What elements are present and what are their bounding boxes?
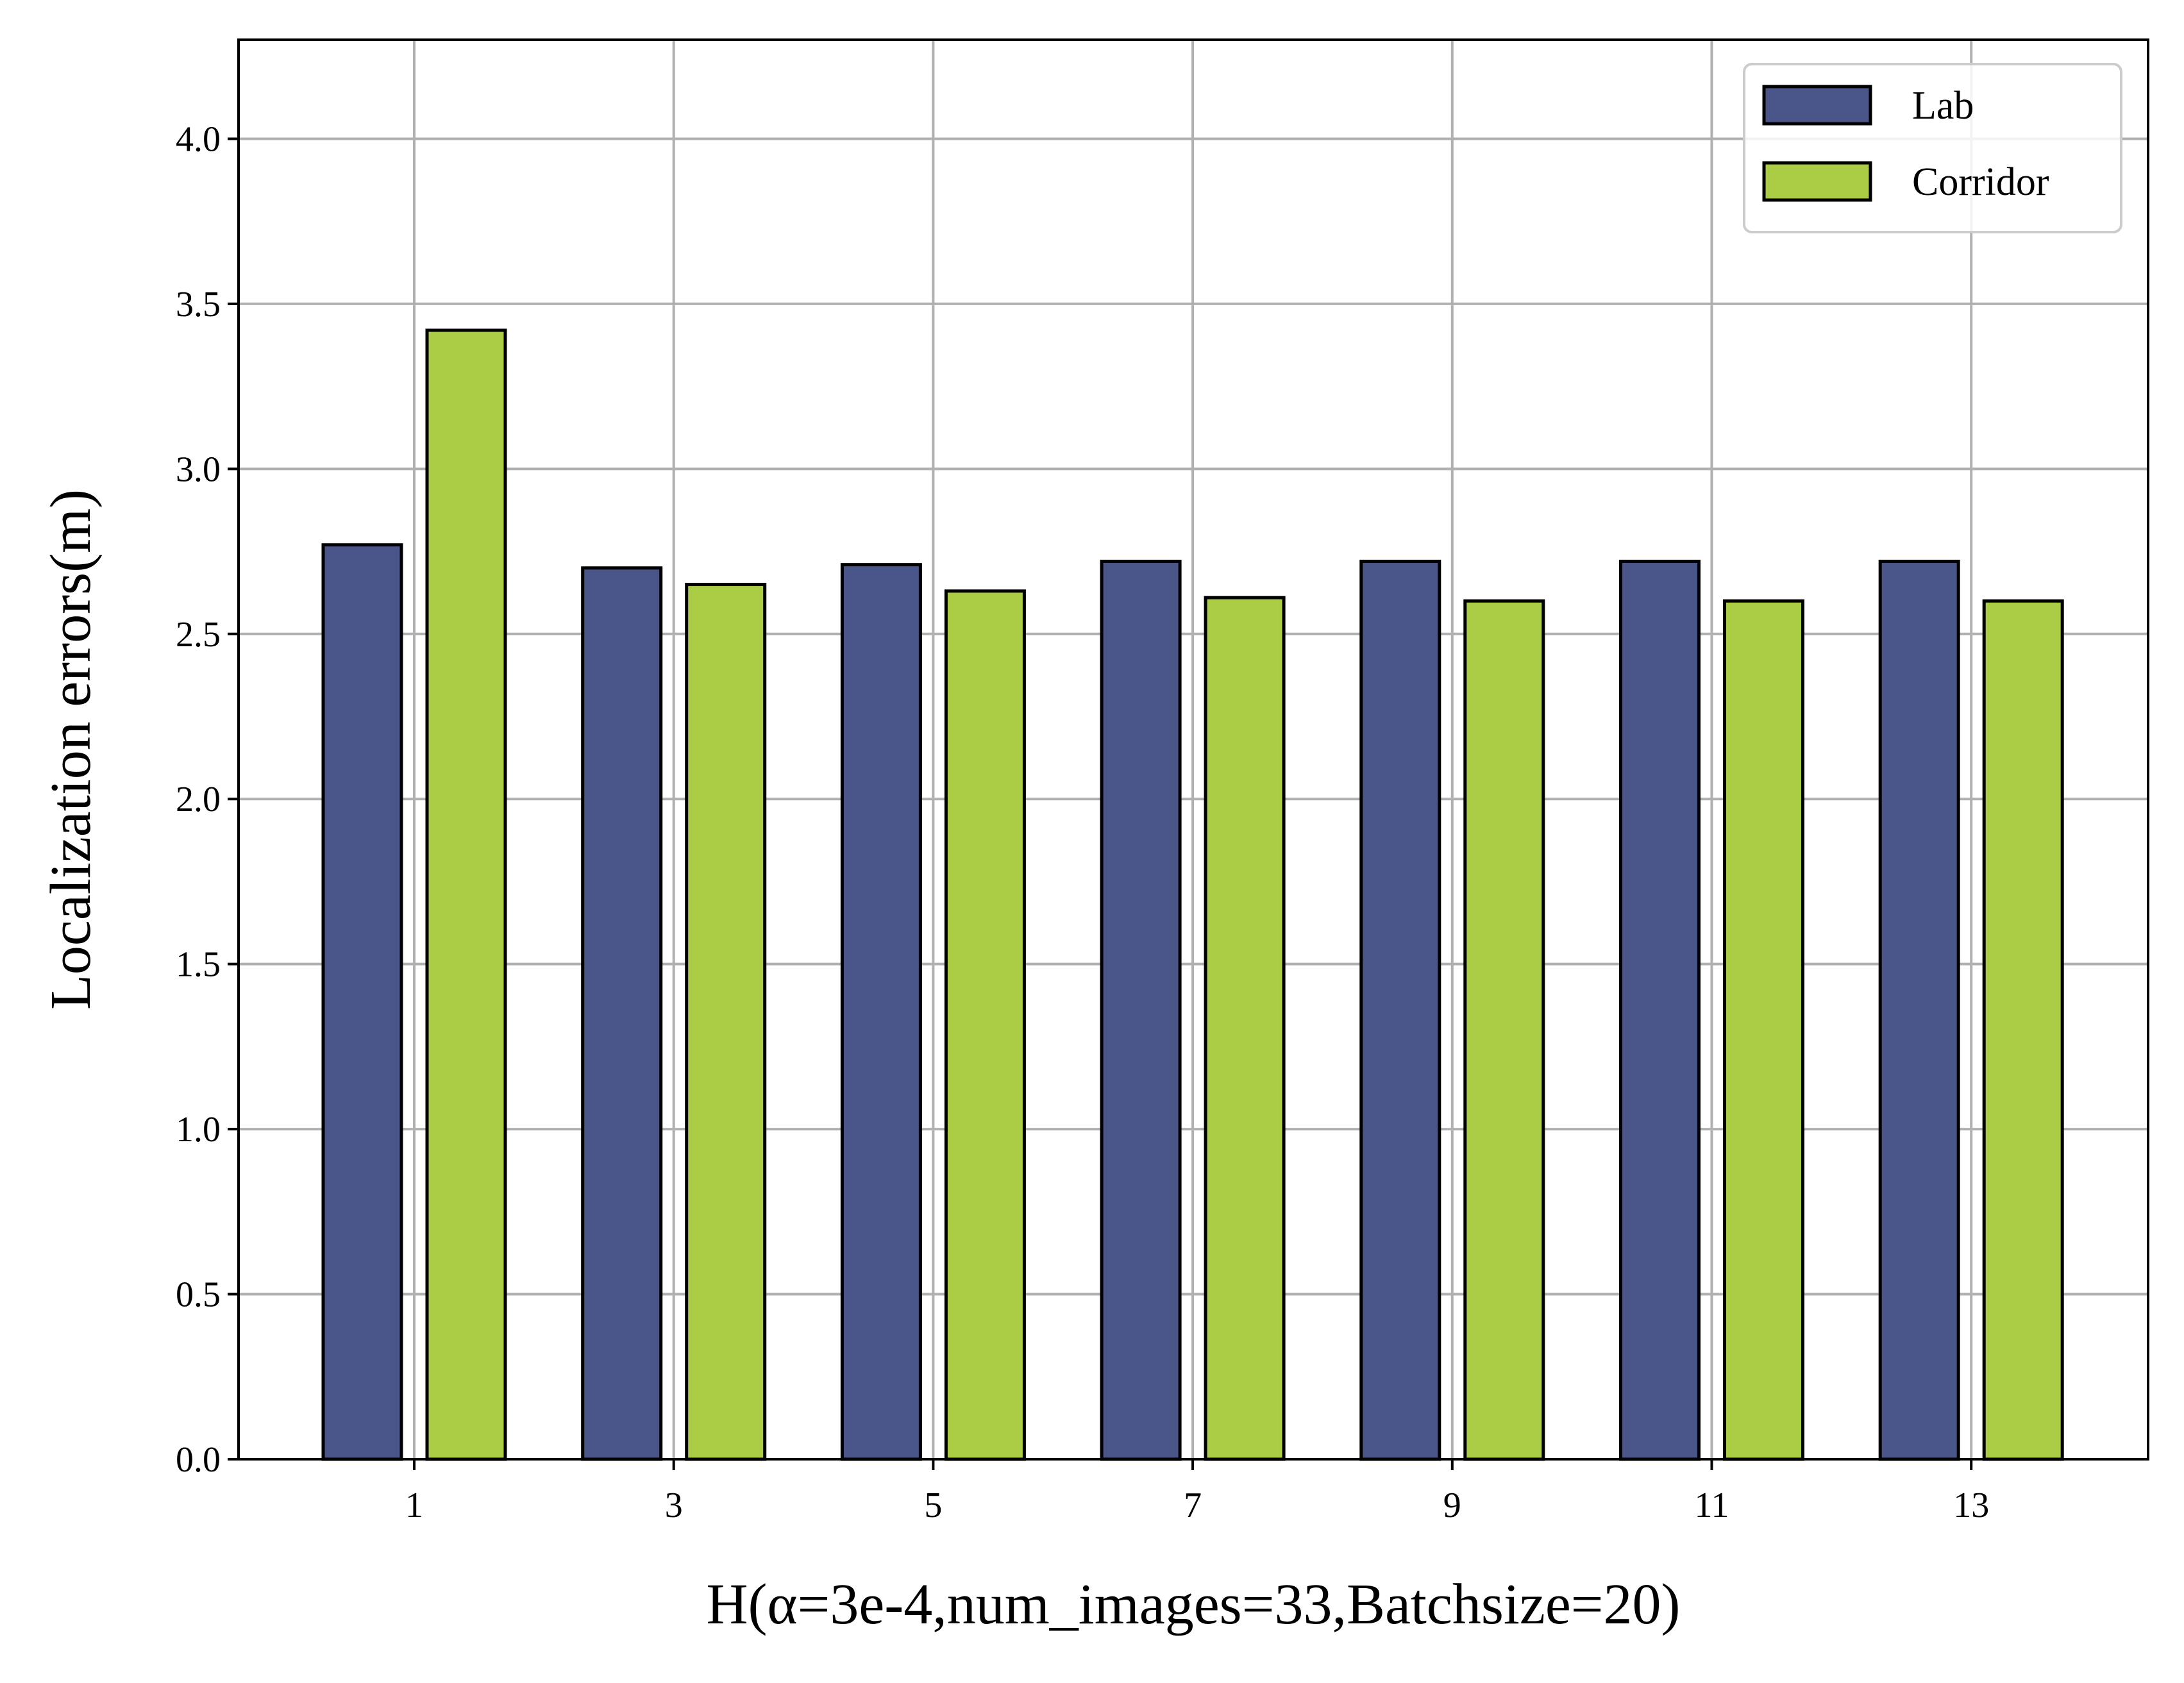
legend: Lab Corridor [1743, 63, 2122, 233]
bar-lab-9 [1359, 560, 1441, 1461]
legend-label-lab: Lab [1912, 84, 1974, 128]
y-tick-label: 0.0 [176, 1440, 221, 1480]
x-tick-label: 11 [1695, 1486, 1729, 1525]
bar-corridor-11 [1723, 599, 1804, 1461]
y-tick-label: 2.0 [176, 780, 221, 819]
grid [239, 40, 2148, 1461]
x-tick-label: 3 [665, 1486, 683, 1525]
bar-lab-13 [1878, 560, 1960, 1461]
legend-swatch-corridor [1762, 161, 1872, 202]
bar-corridor-1 [425, 328, 507, 1461]
y-tick-label: 0.5 [176, 1275, 221, 1315]
bar-lab-11 [1619, 560, 1701, 1461]
bar-corridor-7 [1204, 596, 1286, 1461]
legend-label-corridor: Corridor [1912, 160, 2049, 204]
y-tick-label: 2.5 [176, 615, 221, 655]
legend-swatch-lab [1762, 85, 1872, 126]
y-tick-label: 4.0 [176, 119, 221, 159]
x-tick-label: 7 [1184, 1486, 1202, 1525]
bar-lab-5 [840, 563, 922, 1461]
x-tick-label: 5 [924, 1486, 942, 1525]
y-tick-label: 1.0 [176, 1110, 221, 1150]
y-axis-title: Localization errors(m) [39, 489, 103, 1010]
x-tick-label: 1 [405, 1486, 423, 1525]
x-axis-title: H(α=3e-4,num_images=33,Batchsize=20) [706, 1573, 1680, 1636]
bar-corridor-5 [944, 589, 1026, 1461]
bar-lab-1 [321, 543, 403, 1461]
bars [321, 328, 2064, 1461]
bar-corridor-3 [685, 583, 767, 1461]
x-tick-label: 9 [1443, 1486, 1461, 1525]
y-tick-label: 3.0 [176, 449, 221, 489]
bar-corridor-13 [1982, 599, 2064, 1461]
bar-corridor-9 [1463, 599, 1545, 1461]
bar-lab-7 [1100, 560, 1182, 1461]
x-tick-label: 13 [1953, 1486, 1989, 1525]
bar-lab-3 [581, 566, 663, 1461]
y-tick-label: 1.5 [176, 945, 221, 985]
axis-ticks: 0.00.51.01.52.02.53.03.54.01 3 5 7 9 11 13 [176, 119, 1989, 1525]
y-tick-label: 3.5 [176, 285, 221, 324]
